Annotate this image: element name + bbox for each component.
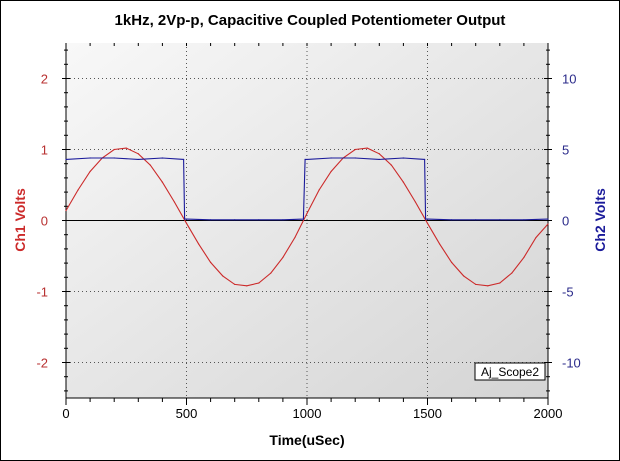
- data-point-ch2: [424, 158, 426, 161]
- x-tick-label: 1000: [293, 406, 322, 421]
- data-point-ch1: [185, 222, 188, 224]
- data-point-ch1: [451, 261, 453, 263]
- data-point-ch1: [535, 236, 537, 239]
- series-layer: [65, 147, 549, 287]
- data-point-ch2: [183, 158, 185, 161]
- right-tick-label: 0: [562, 214, 569, 229]
- data-point-ch1: [306, 212, 308, 214]
- left-tick-label: 0: [41, 214, 48, 229]
- data-point-ch2: [451, 219, 453, 221]
- data-point-ch2: [282, 219, 284, 221]
- data-point-ch2: [113, 157, 115, 159]
- data-point-ch2: [65, 158, 67, 161]
- data-point-ch1: [487, 285, 489, 287]
- data-point-ch2: [304, 158, 306, 161]
- data-point-ch2: [306, 158, 308, 161]
- x-tick-label: 500: [176, 406, 198, 421]
- data-point-ch1: [294, 236, 296, 239]
- x-tick-label: 0: [62, 406, 69, 421]
- x-axis-label: Time(uSec): [269, 432, 344, 448]
- data-point-ch1: [234, 283, 236, 285]
- right-tick-label: 10: [562, 72, 576, 87]
- data-point-ch2: [475, 219, 477, 221]
- data-point-ch1: [246, 285, 248, 287]
- data-point-ch1: [282, 256, 284, 259]
- data-point-ch1: [414, 201, 417, 203]
- right-tick-label: -10: [562, 356, 581, 371]
- data-point-ch1: [499, 282, 501, 284]
- data-point-ch1: [318, 189, 320, 191]
- right-tick-label: -5: [562, 285, 574, 300]
- data-point-ch2: [499, 219, 501, 221]
- data-point-ch1: [65, 209, 67, 212]
- data-point-ch2: [424, 218, 427, 220]
- data-point-ch1: [222, 275, 224, 277]
- data-point-ch2: [258, 219, 260, 221]
- data-point-ch2: [378, 158, 380, 161]
- data-point-ch1: [463, 275, 465, 277]
- x-tick-label: 2000: [534, 406, 563, 421]
- right-tick-label: 5: [562, 143, 569, 158]
- data-point-ch1: [137, 153, 139, 155]
- data-point-ch2: [161, 157, 163, 159]
- data-point-ch2: [210, 219, 212, 221]
- left-axis-label: Ch1 Volts: [12, 188, 28, 252]
- data-point-ch1: [330, 170, 332, 173]
- data-point-ch1: [125, 147, 127, 149]
- legend-label: Aj_Scope2: [481, 365, 539, 379]
- data-point-ch1: [511, 272, 513, 274]
- data-point-ch1: [523, 256, 525, 259]
- data-point-ch1: [366, 147, 368, 149]
- data-point-ch2: [354, 157, 356, 159]
- data-point-ch1: [270, 272, 272, 274]
- data-point-ch2: [137, 158, 139, 161]
- data-point-ch1: [426, 222, 429, 224]
- data-point-ch2: [89, 157, 91, 159]
- data-point-ch1: [378, 153, 380, 155]
- chart-title: 1kHz, 2Vp-p, Capacitive Coupled Potentio…: [115, 12, 506, 29]
- data-point-ch2: [185, 218, 188, 220]
- data-point-ch1: [77, 189, 79, 191]
- data-point-ch2: [183, 218, 186, 220]
- data-point-ch2: [426, 218, 429, 220]
- data-point-ch1: [173, 201, 176, 203]
- data-point-ch1: [547, 223, 549, 225]
- left-tick-label: -2: [36, 356, 48, 371]
- right-axis-label: Ch2 Volts: [592, 188, 608, 252]
- data-point-ch2: [234, 219, 236, 221]
- data-point-ch1: [113, 148, 115, 151]
- data-point-ch2: [547, 218, 549, 220]
- axes: [62, 43, 552, 405]
- data-point-ch1: [402, 181, 404, 183]
- data-point-ch1: [258, 282, 260, 284]
- legend-box: [474, 362, 546, 381]
- data-point-ch1: [475, 283, 477, 285]
- data-point-ch1: [197, 243, 200, 245]
- data-point-ch1: [149, 164, 151, 166]
- left-tick-label: 2: [41, 72, 48, 87]
- data-point-ch2: [402, 157, 404, 159]
- data-point-ch1: [354, 148, 356, 151]
- data-point-ch1: [438, 243, 441, 245]
- data-point-ch2: [330, 157, 332, 159]
- grid: [66, 43, 548, 398]
- data-point-ch1: [210, 261, 212, 263]
- data-point-ch1: [390, 164, 392, 166]
- data-point-ch2: [523, 219, 525, 221]
- left-tick-label: -1: [36, 285, 48, 300]
- left-tick-label: 1: [41, 143, 48, 158]
- x-tick-label: 1500: [413, 406, 442, 421]
- data-point-ch1: [89, 170, 91, 173]
- data-point-ch1: [161, 181, 163, 183]
- data-point-ch2: [302, 218, 304, 220]
